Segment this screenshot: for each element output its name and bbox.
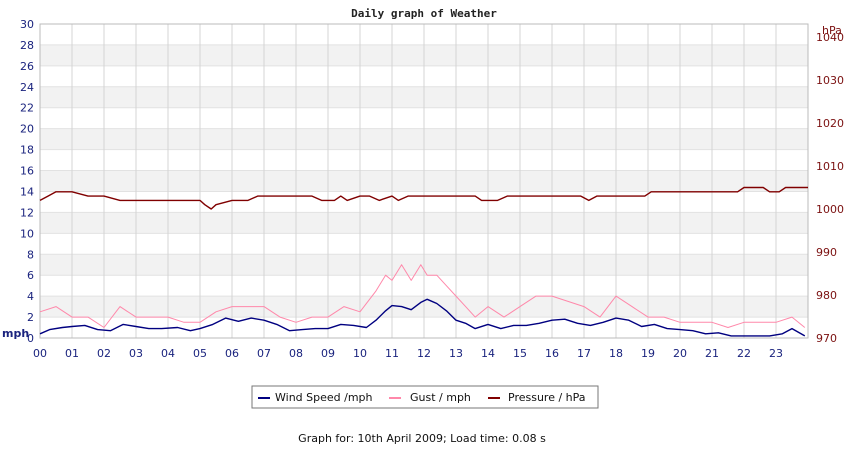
right-axis-unit: hPa [822, 24, 842, 37]
x-tick-label: 15 [513, 347, 527, 360]
legend-box [251, 385, 599, 409]
legend-label-pressure: Pressure / hPa [508, 391, 586, 404]
x-tick-label: 12 [417, 347, 431, 360]
left-tick-label: 14 [20, 185, 34, 198]
left-tick-label: 4 [27, 290, 34, 303]
left-tick-label: 10 [20, 227, 34, 240]
right-tick-label: 990 [816, 246, 837, 259]
right-tick-label: 1000 [816, 203, 844, 216]
left-tick-label: 12 [20, 206, 34, 219]
plot-area [39, 23, 809, 339]
legend-label-gust: Gust / mph [410, 391, 471, 404]
right-tick-label: 970 [816, 332, 837, 345]
x-tick-label: 22 [737, 347, 751, 360]
left-tick-label: 0 [27, 332, 34, 345]
left-tick-label: 26 [20, 60, 34, 73]
x-tick-label: 16 [545, 347, 559, 360]
chart-title: Daily graph of Weather [351, 7, 497, 20]
left-tick-label: 24 [20, 81, 34, 94]
left-tick-label: 30 [20, 18, 34, 31]
x-tick-label: 20 [673, 347, 687, 360]
x-tick-label: 01 [65, 347, 79, 360]
x-tick-label: 07 [257, 347, 271, 360]
x-tick-label: 06 [225, 347, 239, 360]
left-tick-label: 8 [27, 248, 34, 261]
pressure-line [39, 186, 808, 210]
right-tick-label: 980 [816, 289, 837, 302]
x-tick-label: 23 [769, 347, 783, 360]
legend-label-wind: Wind Speed /mph [275, 391, 373, 404]
right-tick-label: 1020 [816, 117, 844, 130]
x-tick-label: 10 [353, 347, 367, 360]
right-tick-label: 1030 [816, 74, 844, 87]
right-tick-label: 1040 [816, 31, 844, 44]
footer-text: Graph for: 10th April 2009; Load time: 0… [298, 432, 546, 445]
right-tick-label: 1010 [816, 160, 844, 173]
x-axis-ticks: 00 01 02 03 04 05 06 07 08 09 10 11 12 13 14 15 16 17 18 19… [33, 347, 783, 360]
left-tick-label: 16 [20, 165, 34, 178]
x-tick-label: 18 [609, 347, 623, 360]
x-tick-label: 00 [33, 347, 47, 360]
x-tick-label: 21 [705, 347, 719, 360]
left-tick-label: 6 [27, 269, 34, 282]
left-tick-label: 2 [27, 311, 34, 324]
right-axis-ticks: 970 980 990 1000 1010 1020 1030 1040 [816, 31, 844, 345]
left-tick-label: 18 [20, 144, 34, 157]
x-tick-label: 08 [289, 347, 303, 360]
x-tick-label: 11 [385, 347, 399, 360]
left-tick-label: 20 [20, 123, 34, 136]
x-tick-label: 05 [193, 347, 207, 360]
left-axis-unit: mph [2, 327, 29, 340]
x-tick-label: 13 [449, 347, 463, 360]
legend: Wind Speed /mph Gust / mph Pressure / hP… [251, 385, 599, 409]
gust-line [39, 264, 806, 328]
x-tick-label: 19 [641, 347, 655, 360]
x-tick-label: 04 [161, 347, 175, 360]
wind-speed-line [39, 298, 806, 337]
x-tick-label: 09 [321, 347, 335, 360]
left-tick-label: 22 [20, 102, 34, 115]
x-tick-label: 03 [129, 347, 143, 360]
x-tick-label: 02 [97, 347, 111, 360]
x-tick-label: 14 [481, 347, 495, 360]
left-tick-label: 28 [20, 39, 34, 52]
series-layer [39, 186, 808, 337]
x-tick-label: 17 [577, 347, 591, 360]
